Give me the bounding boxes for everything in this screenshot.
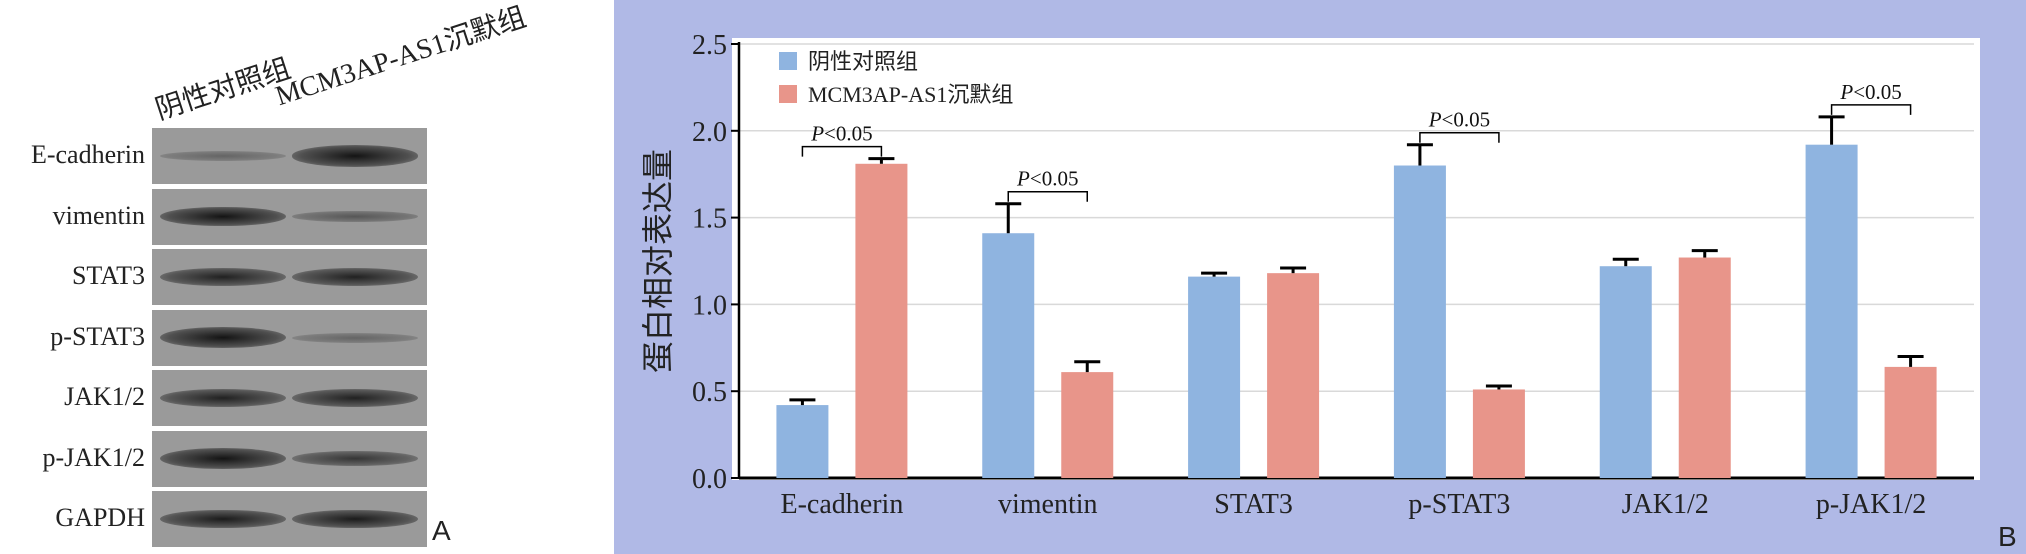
significance-bracket <box>1830 104 1912 115</box>
blot-band <box>160 509 286 529</box>
significance-bracket <box>1007 190 1088 202</box>
bar <box>1061 372 1114 478</box>
blot-row <box>152 128 427 184</box>
significance-label: P<0.05 <box>810 122 872 146</box>
x-tick-label: STAT3 <box>1214 489 1293 520</box>
bar <box>1884 366 1937 478</box>
significance-label: P<0.05 <box>1428 108 1490 132</box>
legend-label: 阴性对照组 <box>808 49 918 74</box>
blot-band <box>160 326 286 349</box>
significance-bracket <box>801 145 883 157</box>
significance-value: <0.05 <box>1030 167 1079 191</box>
y-tick-label: 1.5 <box>692 204 727 235</box>
blot-row-label: STAT3 <box>71 261 145 290</box>
blot-band <box>292 389 418 407</box>
blot-row <box>152 188 427 245</box>
x-tick-label: E-cadherin <box>781 489 904 520</box>
bar <box>1188 276 1241 478</box>
legend-swatch <box>779 52 797 70</box>
bar <box>776 405 829 478</box>
significance-value: <0.05 <box>1853 80 1902 104</box>
significance-p: P <box>1016 167 1030 191</box>
bar <box>1393 165 1446 478</box>
blot-row <box>152 370 427 426</box>
blot-band <box>292 268 418 286</box>
bar <box>1267 273 1320 478</box>
y-tick-label: 2.0 <box>692 117 727 148</box>
blot-row <box>152 491 427 547</box>
blot-row-label: JAK1/2 <box>64 382 145 411</box>
x-tick-label: JAK1/2 <box>1622 489 1709 520</box>
plot-area <box>732 38 1980 480</box>
bar <box>855 163 908 478</box>
western-blot-panel: 阴性对照组 MCM3AP-AS1沉默组 E-cadherin vimentin ST… <box>0 0 530 554</box>
blot-row-label: p-STAT3 <box>50 321 145 351</box>
significance-label: P<0.05 <box>1016 167 1078 191</box>
significance-p: P <box>1428 108 1442 132</box>
legend-label: MCM3AP-AS1沉默组 <box>808 82 1013 107</box>
bar <box>1599 266 1652 478</box>
y-tick-label: 0.5 <box>692 377 727 408</box>
significance-p: P <box>1839 80 1853 104</box>
x-tick-label: p-JAK1/2 <box>1816 489 1926 520</box>
blot-band <box>160 206 286 227</box>
blot-band <box>160 151 286 161</box>
blot-band <box>292 509 418 529</box>
bar <box>1678 257 1731 478</box>
blot-band <box>292 450 418 467</box>
x-tick-label: p-STAT3 <box>1408 489 1510 520</box>
legend-swatch <box>779 85 797 103</box>
blot-row-label: p-JAK1/2 <box>42 442 145 472</box>
blot-row-label: E-cadherin <box>30 140 145 169</box>
panel-label-b: B <box>1998 521 2017 552</box>
y-tick-label: 0.0 <box>692 464 727 495</box>
blot-row <box>152 309 427 366</box>
blot-row-label: vimentin <box>52 200 145 230</box>
significance-value: <0.05 <box>824 122 873 146</box>
y-tick-label: 2.5 <box>692 30 727 61</box>
lane-header-silenced: MCM3AP-AS1沉默组 <box>271 1 530 113</box>
bar-chart-panel: 0.0 0.5 1.0 1.5 2.0 2.5 蛋白相对表达量 E-cadherin vimen… <box>614 0 2026 554</box>
bar <box>1805 144 1858 479</box>
significance-label: P<0.05 <box>1839 80 1901 104</box>
blot-row-label: GAPDH <box>55 503 145 532</box>
y-axis-label: 蛋白相对表达量 <box>640 149 676 373</box>
blot-row <box>152 249 427 305</box>
panel-label-a: A <box>432 515 451 546</box>
blot-band <box>160 447 286 470</box>
blot-band <box>292 332 418 343</box>
blot-band <box>292 210 418 223</box>
blot-band <box>292 145 418 167</box>
significance-value: <0.05 <box>1442 108 1491 132</box>
bar <box>982 233 1035 478</box>
blot-band <box>160 268 286 286</box>
blot-band <box>160 389 286 407</box>
blot-row <box>152 430 427 487</box>
y-tick-label: 1.0 <box>692 290 727 321</box>
x-tick-label: vimentin <box>998 489 1098 520</box>
significance-bracket <box>1419 131 1500 143</box>
significance-p: P <box>810 122 824 146</box>
bar <box>1472 389 1525 478</box>
bar-chart: 0.0 0.5 1.0 1.5 2.0 2.5 蛋白相对表达量 E-cadherin vimen… <box>614 0 2026 554</box>
